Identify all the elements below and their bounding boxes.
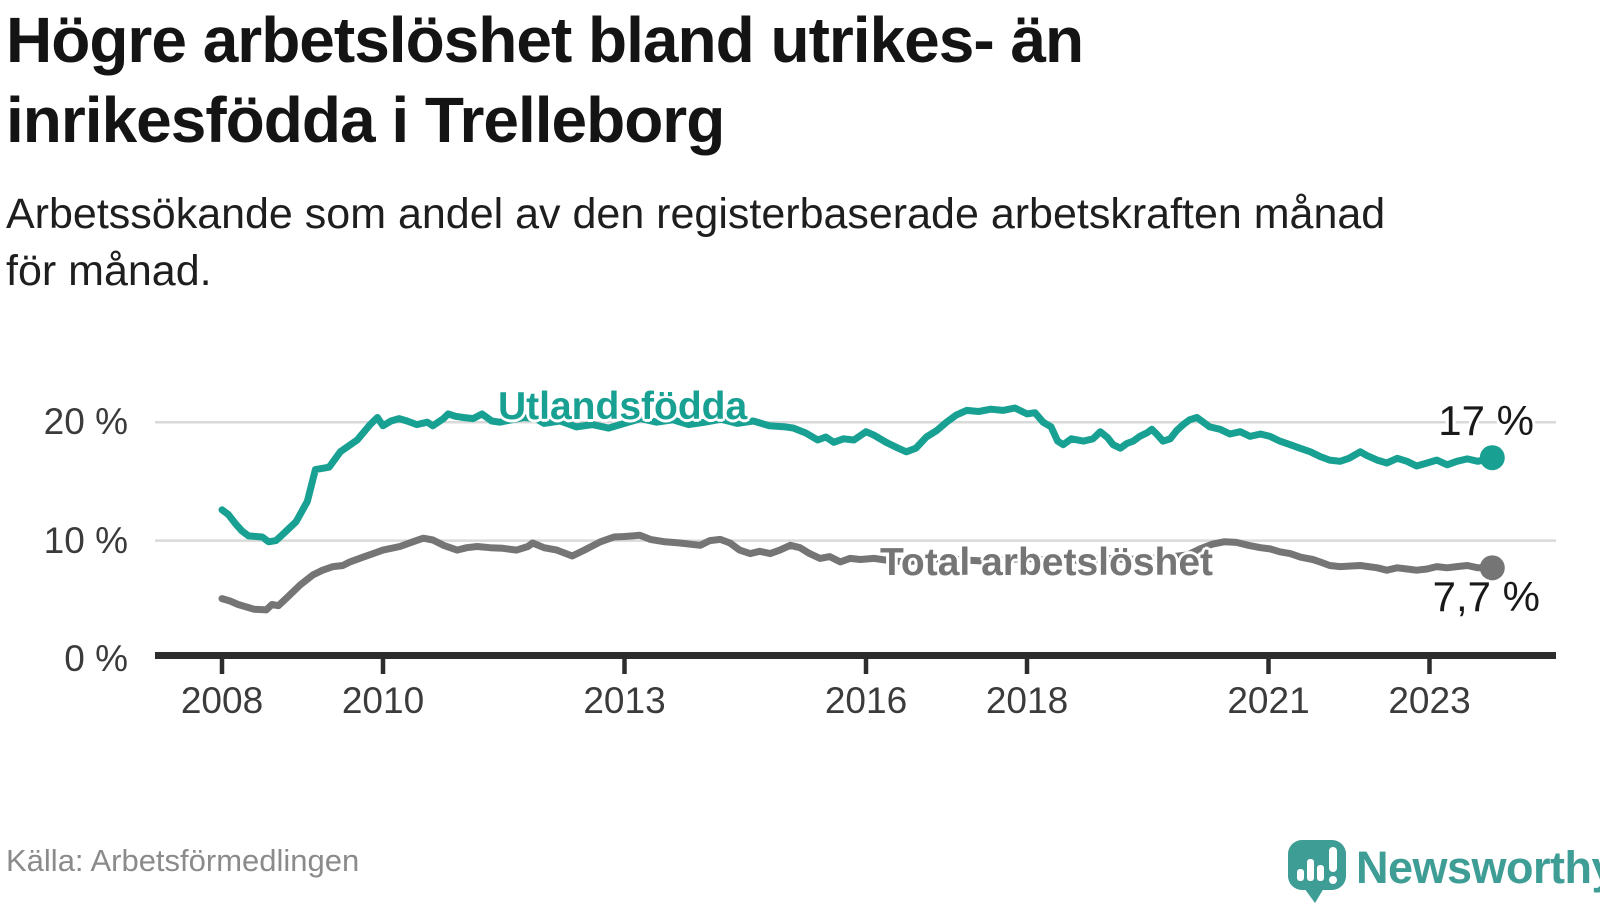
newsworthy-bubble-chart-icon <box>1288 840 1346 890</box>
page-title: Högre arbetslöshet bland utrikes- än inr… <box>6 0 1084 160</box>
speech-bubble-tail <box>1304 888 1324 903</box>
bar-icon-small <box>1297 869 1304 881</box>
chart-subtitle: Arbetssökande som andel av den registerb… <box>6 186 1385 300</box>
source-attribution: Källa: Arbetsförmedlingen <box>6 843 360 878</box>
end-value-label-total: 7,7 % <box>1432 573 1540 620</box>
end-dot-series-1 <box>1479 555 1505 581</box>
end-value-label-utlandsfodda: 17 % <box>1438 397 1534 444</box>
series-line-1 <box>218 531 1496 614</box>
end-dot-series-0 <box>1479 445 1505 471</box>
chart-subtitle-line1: Arbetssökande som andel av den registerb… <box>6 190 1386 238</box>
series-label-total-arbetsloshet: Total arbetslöshet <box>880 541 1214 584</box>
exclamation-icon-dot <box>1329 876 1337 884</box>
chart-subtitle-line2: för månad. <box>6 247 212 295</box>
page-title-line2: inrikesfödda i Trelleborg <box>6 84 725 156</box>
bar-icon-tall <box>1307 859 1314 881</box>
brand-wordmark: Newsworthy <box>1356 842 1600 893</box>
series-label-utlandsfodda: Utlandsfödda <box>498 385 748 428</box>
exclamation-icon-stem <box>1329 847 1337 872</box>
newsworthy-logo: Newsworthy <box>1288 838 1600 903</box>
bar-icon-medium <box>1317 865 1324 881</box>
series-line-0 <box>218 404 1496 546</box>
page-title-line1: Högre arbetslöshet bland utrikes- än <box>6 4 1084 76</box>
